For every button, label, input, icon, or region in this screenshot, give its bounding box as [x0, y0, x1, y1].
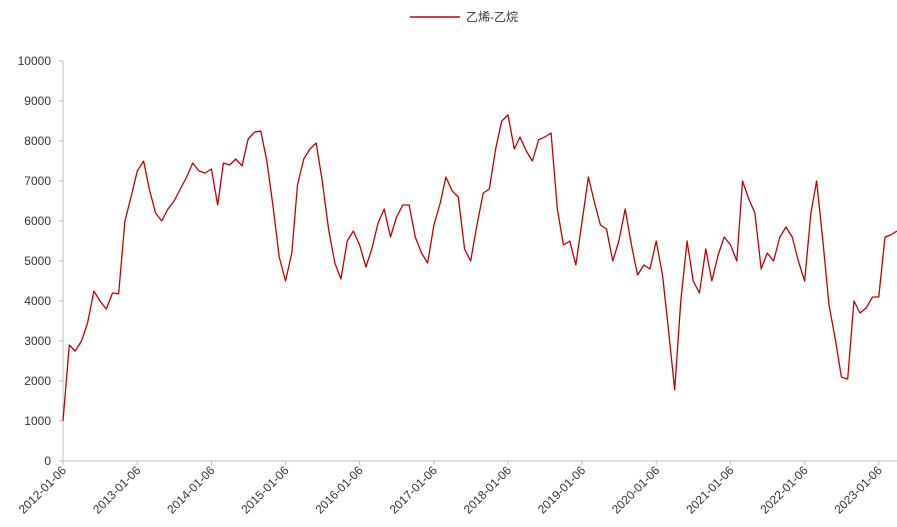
- x-tick-label: 2015-01-06: [238, 463, 292, 517]
- y-tick-label: 1000: [24, 414, 51, 428]
- y-tick-label: 3000: [24, 334, 51, 348]
- y-tick-label: 9000: [24, 94, 51, 108]
- x-tick-label: 2016-01-06: [312, 463, 366, 517]
- y-tick-label: 0: [44, 454, 51, 468]
- y-tick-label: 6000: [24, 214, 51, 228]
- x-tick-label: 2023-01-06: [832, 463, 886, 517]
- y-tick-label: 5000: [24, 254, 51, 268]
- y-tick-label: 10000: [18, 54, 52, 68]
- y-tick-label: 8000: [24, 134, 51, 148]
- x-tick-label: 2018-01-06: [461, 463, 515, 517]
- legend-label: 乙烯-乙烷: [466, 10, 518, 24]
- x-tick-label: 2020-01-06: [609, 463, 663, 517]
- x-tick-label: 2012-01-06: [16, 463, 70, 517]
- x-tick-label: 2022-01-06: [757, 463, 811, 517]
- y-tick-label: 4000: [24, 294, 51, 308]
- x-tick-label: 2017-01-06: [387, 463, 441, 517]
- x-tick-label: 2021-01-06: [683, 463, 737, 517]
- y-tick-label: 2000: [24, 374, 51, 388]
- x-tick-label: 2014-01-06: [164, 463, 218, 517]
- x-tick-label: 2013-01-06: [90, 463, 144, 517]
- y-tick-label: 7000: [24, 174, 51, 188]
- x-tick-label: 2019-01-06: [535, 463, 589, 517]
- series-line: [62, 114, 897, 422]
